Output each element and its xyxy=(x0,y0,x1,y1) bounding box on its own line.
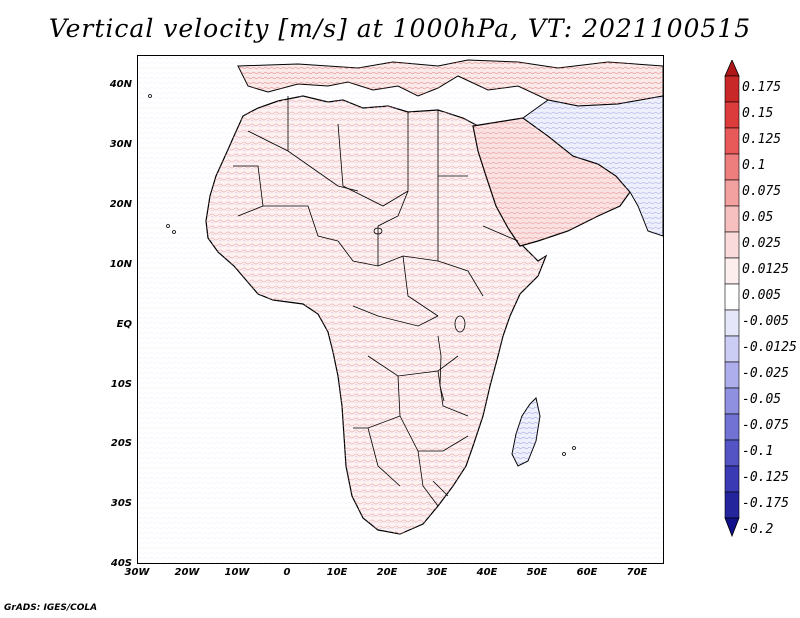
cb-label-6: 0.025 xyxy=(742,236,782,251)
x-tick-60e: 60E xyxy=(576,567,598,578)
y-tick-10n: 10N xyxy=(109,259,132,270)
colorbar-band xyxy=(724,257,740,285)
cb-label-10: -0.0125 xyxy=(742,340,797,355)
arabia-field xyxy=(473,118,630,246)
cb-label-17: -0.2 xyxy=(742,522,774,537)
cb-label-1: 0.15 xyxy=(742,106,774,121)
x-tick-10e: 10E xyxy=(326,567,348,578)
colorbar xyxy=(724,60,740,538)
colorbar-band xyxy=(724,491,740,519)
colorbar-band xyxy=(724,179,740,207)
colorbar-bottom-arrow xyxy=(724,517,740,538)
x-tick-20w: 20W xyxy=(174,567,200,578)
cb-label-14: -0.1 xyxy=(742,444,774,459)
cb-label-0: 0.175 xyxy=(742,80,782,95)
colorbar-band xyxy=(724,335,740,363)
colorbar-band xyxy=(724,205,740,233)
chart-title: Vertical velocity [m/s] at 1000hPa, VT: … xyxy=(48,14,752,43)
colorbar-band xyxy=(724,387,740,415)
colorbar-band xyxy=(724,153,740,181)
cb-label-12: -0.05 xyxy=(742,392,782,407)
x-tick-70e: 70E xyxy=(626,567,648,578)
colorbar-band xyxy=(724,413,740,441)
madagascar-field xyxy=(512,398,540,466)
asia-field xyxy=(523,96,663,236)
cb-label-3: 0.1 xyxy=(742,158,766,173)
colorbar-band xyxy=(724,361,740,389)
x-tick-0: 0 xyxy=(283,567,291,578)
y-tick-40s: 40S xyxy=(110,558,132,569)
islands xyxy=(148,94,576,456)
cb-label-9: -0.005 xyxy=(742,314,789,329)
y-tick-10s: 10S xyxy=(110,379,132,390)
x-tick-50e: 50E xyxy=(526,567,548,578)
map-panel xyxy=(137,55,664,564)
y-tick-30n: 30N xyxy=(109,139,132,150)
colorbar-band xyxy=(724,283,740,311)
cb-label-2: 0.125 xyxy=(742,132,782,147)
lakes xyxy=(373,227,466,402)
cb-label-5: 0.05 xyxy=(742,210,774,225)
x-tick-30e: 30E xyxy=(426,567,448,578)
colorbar-band xyxy=(724,439,740,467)
colorbar-band xyxy=(724,127,740,155)
colorbar-band xyxy=(724,309,740,337)
colorbar-band xyxy=(724,465,740,493)
y-tick-40n: 40N xyxy=(109,79,132,90)
y-tick-20s: 20S xyxy=(110,438,132,449)
y-tick-eq: EQ xyxy=(116,319,132,330)
colorbar-top-arrow xyxy=(724,60,740,77)
x-tick-40e: 40E xyxy=(476,567,498,578)
y-tick-30s: 30S xyxy=(110,498,132,509)
y-tick-20n: 20N xyxy=(109,199,132,210)
cb-label-4: 0.075 xyxy=(742,184,782,199)
cb-label-16: -0.175 xyxy=(742,496,789,511)
map-svg xyxy=(138,56,663,563)
x-tick-30w: 30W xyxy=(124,567,150,578)
x-tick-20e: 20E xyxy=(376,567,398,578)
europe-field xyxy=(238,60,663,106)
x-tick-10w: 10W xyxy=(224,567,250,578)
cb-label-7: 0.0125 xyxy=(742,262,789,277)
colorbar-band xyxy=(724,231,740,259)
cb-label-13: -0.075 xyxy=(742,418,789,433)
country-borders xyxy=(233,96,519,507)
colorbar-band xyxy=(724,75,740,103)
cb-label-11: -0.025 xyxy=(742,366,789,381)
cb-label-8: 0.005 xyxy=(742,288,782,303)
footer-credit: GrADS: IGES/COLA xyxy=(4,603,98,613)
colorbar-band xyxy=(724,101,740,129)
cb-label-15: -0.125 xyxy=(742,470,789,485)
